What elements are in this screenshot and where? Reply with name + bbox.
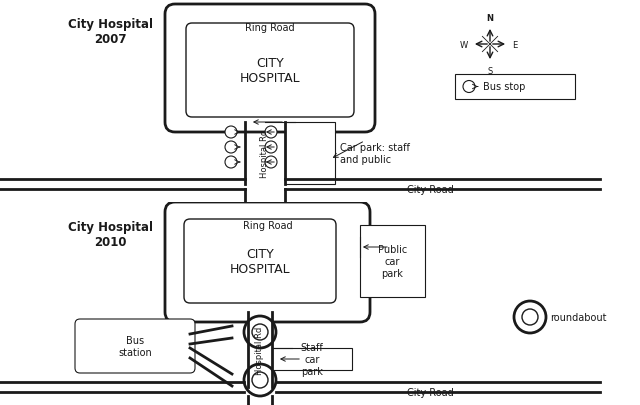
Text: CITY
HOSPITAL: CITY HOSPITAL xyxy=(240,57,300,85)
FancyBboxPatch shape xyxy=(165,5,375,133)
Text: Bus
station: Bus station xyxy=(118,335,152,357)
Circle shape xyxy=(252,324,268,340)
Text: City Hospital
2007: City Hospital 2007 xyxy=(67,18,152,46)
Text: Public
car
park: Public car park xyxy=(378,245,407,278)
Circle shape xyxy=(522,309,538,325)
Text: Ring Road: Ring Road xyxy=(245,23,295,33)
Text: W: W xyxy=(460,40,468,49)
Text: Car park: staff
and public: Car park: staff and public xyxy=(340,143,410,164)
Text: roundabout: roundabout xyxy=(550,312,607,322)
Text: CITY
HOSPITAL: CITY HOSPITAL xyxy=(230,247,291,275)
Circle shape xyxy=(225,157,237,168)
Text: City Road: City Road xyxy=(406,185,453,194)
Bar xyxy=(285,123,335,185)
Text: E: E xyxy=(512,40,517,49)
FancyBboxPatch shape xyxy=(165,202,370,322)
Text: Hospital Rd: Hospital Rd xyxy=(255,326,264,374)
Circle shape xyxy=(265,127,277,139)
Circle shape xyxy=(225,142,237,153)
Circle shape xyxy=(244,364,276,396)
Circle shape xyxy=(252,372,268,388)
Text: Bus stop: Bus stop xyxy=(483,82,525,92)
Bar xyxy=(455,75,575,100)
Text: N: N xyxy=(486,14,493,23)
Circle shape xyxy=(225,127,237,139)
Text: Ring Road: Ring Road xyxy=(243,220,292,230)
Text: Hospital Rd: Hospital Rd xyxy=(260,130,269,178)
FancyBboxPatch shape xyxy=(184,220,336,303)
Circle shape xyxy=(265,142,277,153)
FancyBboxPatch shape xyxy=(75,319,195,373)
Text: S: S xyxy=(488,67,493,76)
Circle shape xyxy=(244,316,276,348)
Bar xyxy=(272,348,352,370)
Text: Staff
car
park: Staff car park xyxy=(301,343,323,376)
Circle shape xyxy=(514,301,546,333)
Text: City Road: City Road xyxy=(406,387,453,397)
Bar xyxy=(360,226,425,297)
Circle shape xyxy=(463,81,475,93)
FancyBboxPatch shape xyxy=(186,24,354,118)
Circle shape xyxy=(265,157,277,168)
Text: City Hospital
2010: City Hospital 2010 xyxy=(67,220,152,248)
